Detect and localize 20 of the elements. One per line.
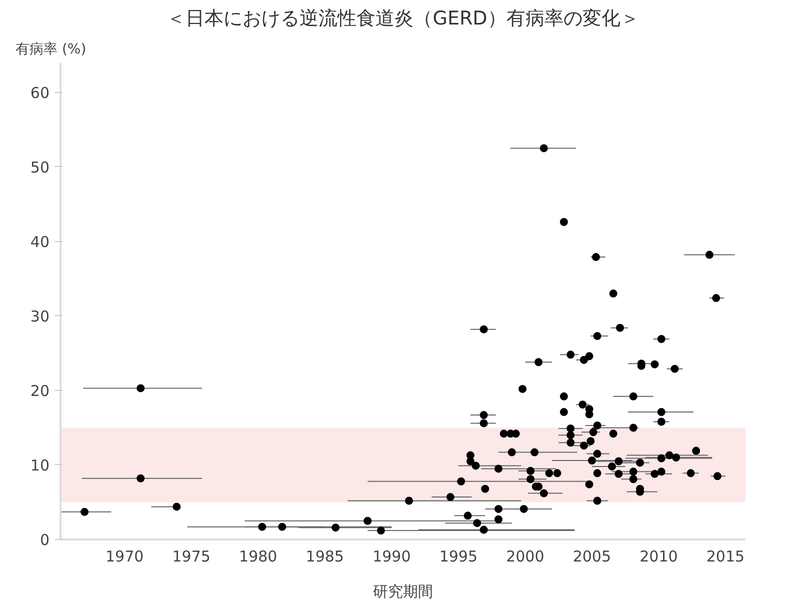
x-axis-title: 研究期間 bbox=[373, 582, 433, 600]
x-tick-label: 2015 bbox=[706, 548, 745, 566]
x-tick-label: 1990 bbox=[372, 548, 411, 566]
x-tick-label: 1985 bbox=[306, 548, 344, 566]
y-tick-label: 20 bbox=[30, 382, 50, 400]
y-tick-label: 40 bbox=[30, 232, 50, 251]
y-tick-label: 30 bbox=[30, 307, 50, 326]
chart-title: ＜日本における逆流性食道炎（GERD）有病率の変化＞ bbox=[166, 8, 640, 30]
x-tick-label: 2005 bbox=[572, 548, 612, 566]
y-tick-label: 0 bbox=[40, 531, 50, 549]
x-tick-label: 2000 bbox=[506, 548, 544, 566]
x-tick-label: 1995 bbox=[439, 548, 478, 566]
x-tick-label: 2010 bbox=[640, 548, 678, 566]
y-axis-title: 有病率 (%) bbox=[16, 42, 86, 58]
y-tick-label: 50 bbox=[30, 158, 50, 176]
x-tick-label: 1980 bbox=[239, 548, 278, 566]
y-tick-label: 60 bbox=[30, 84, 50, 102]
x-tick-label: 1975 bbox=[172, 548, 210, 566]
x-tick-label: 1970 bbox=[106, 548, 144, 566]
y-tick-label: 10 bbox=[30, 456, 50, 474]
